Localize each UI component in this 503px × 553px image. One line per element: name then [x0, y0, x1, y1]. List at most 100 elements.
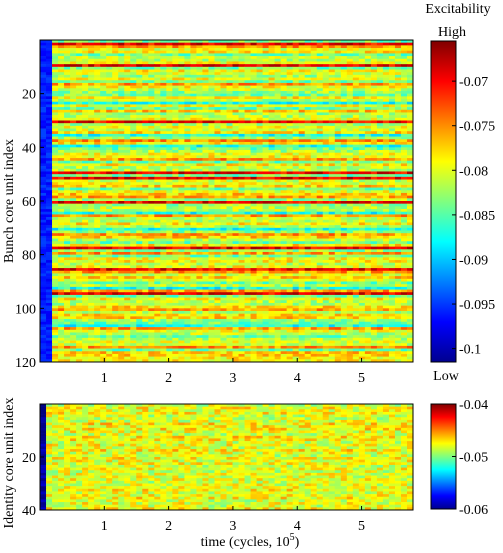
bunch-core-heatmap-cell	[232, 249, 239, 253]
bunch-core-heatmap-cell	[208, 230, 215, 234]
bunch-core-heatmap-cell	[88, 203, 95, 207]
bunch-core-heatmap-cell	[226, 182, 233, 186]
bunch-core-heatmap-cell	[70, 225, 77, 229]
bunch-core-heatmap-cell	[232, 203, 239, 207]
bunch-core-heatmap-cell	[364, 225, 372, 229]
bunch-core-heatmap-cell	[256, 190, 263, 194]
bunch-core-heatmap-cell	[232, 56, 239, 60]
bunch-core-heatmap-cell	[322, 45, 330, 49]
bunch-core-heatmap-cell	[274, 201, 282, 204]
bunch-core-heatmap-cell	[268, 93, 276, 97]
bunch-core-heatmap-cell	[376, 99, 384, 103]
bunch-core-heatmap-cell	[304, 88, 312, 92]
bunch-core-heatmap-cell	[220, 93, 227, 97]
bunch-core-heatmap-cell	[118, 90, 125, 94]
bunch-core-heatmap-cell	[226, 198, 233, 202]
bunch-core-heatmap-cell	[352, 136, 360, 140]
bunch-core-heatmap-cell	[400, 58, 408, 62]
bunch-core-heatmap-cell	[190, 123, 197, 127]
bunch-core-heatmap-cell	[292, 238, 300, 242]
bunch-core-heatmap-cell	[202, 115, 209, 119]
bunch-core-heatmap-cell	[178, 168, 185, 172]
bunch-core-heatmap-cell	[256, 176, 263, 180]
bunch-core-heatmap-cell	[340, 48, 348, 52]
bunch-core-heatmap-cell	[232, 112, 239, 116]
bunch-core-heatmap-cell	[214, 222, 221, 226]
bunch-core-heatmap-cell	[370, 251, 378, 255]
bunch-core-heatmap-cell	[340, 190, 348, 194]
bunch-core-heatmap-cell	[256, 230, 263, 234]
bunch-core-heatmap-cell	[58, 90, 65, 94]
bunch-core-heatmap-cell	[112, 107, 119, 111]
bunch-core-heatmap-cell	[268, 136, 276, 140]
bunch-core-heatmap-cell	[214, 45, 221, 49]
bunch-core-heatmap-cell	[316, 246, 324, 250]
bunch-core-heatmap-cell	[382, 227, 390, 231]
bunch-core-heatmap-cell	[40, 53, 47, 57]
bunch-core-heatmap-cell	[328, 147, 336, 151]
bunch-core-heatmap-cell	[46, 109, 53, 113]
bunch-core-heatmap-cell	[388, 233, 396, 237]
bunch-core-heatmap-cell	[214, 53, 221, 57]
bunch-core-heatmap-cell	[160, 192, 167, 196]
bunch-core-heatmap-cell	[250, 82, 257, 86]
bunch-core-heatmap-cell	[76, 163, 83, 167]
bunch-core-heatmap-cell	[358, 64, 366, 68]
bunch-core-heatmap-cell	[328, 187, 336, 191]
bunch-core-heatmap-cell	[202, 74, 209, 78]
bunch-core-heatmap-cell	[400, 246, 408, 250]
bunch-core-heatmap-cell	[256, 56, 263, 60]
bunch-core-heatmap-cell	[322, 115, 330, 119]
bunch-core-heatmap-cell	[250, 74, 257, 78]
bunch-core-heatmap-cell	[70, 72, 77, 76]
bunch-core-heatmap-cell	[388, 160, 396, 164]
bunch-core-heatmap-cell	[256, 235, 263, 239]
bunch-core-heatmap-cell	[268, 72, 276, 76]
bunch-core-heatmap-cell	[346, 209, 354, 213]
bunch-core-heatmap-cell	[220, 120, 227, 124]
bunch-core-heatmap-cell	[184, 90, 191, 94]
bunch-core-heatmap-cell	[160, 203, 167, 207]
bunch-core-heatmap-cell	[178, 66, 185, 70]
bunch-core-heatmap-cell	[40, 50, 47, 54]
bunch-core-heatmap-cell	[346, 139, 354, 143]
bunch-core-heatmap-cell	[148, 72, 155, 76]
bunch-core-heatmap-cell	[130, 174, 137, 178]
bunch-core-heatmap-cell	[190, 241, 197, 245]
bunch-core-heatmap-cell	[328, 163, 336, 167]
bunch-core-heatmap-cell	[196, 243, 203, 247]
bunch-core-heatmap-cell	[292, 117, 300, 121]
bunch-core-heatmap-cell	[202, 209, 209, 213]
bunch-core-heatmap-cell	[64, 120, 71, 124]
bunch-core-heatmap-cell	[268, 150, 276, 153]
bunch-core-heatmap-cell	[136, 249, 143, 253]
bunch-core-heatmap-cell	[232, 227, 239, 231]
bunch-core-heatmap-cell	[286, 227, 294, 231]
bunch-core-heatmap-cell	[238, 201, 245, 204]
bunch-core-heatmap-cell	[172, 155, 179, 159]
bunch-core-heatmap-cell	[172, 209, 179, 213]
bunch-core-heatmap-cell	[352, 139, 360, 143]
bunch-core-heatmap-cell	[328, 90, 336, 94]
bunch-core-heatmap-cell	[58, 209, 65, 213]
bunch-core-heatmap-cell	[280, 192, 288, 196]
bunch-core-heatmap-cell	[316, 141, 324, 145]
bunch-core-heatmap-cell	[100, 158, 107, 162]
bunch-core-heatmap-cell	[388, 61, 396, 65]
bunch-core-heatmap-cell	[124, 136, 131, 140]
bunch-core-heatmap-cell	[310, 93, 318, 97]
bunch-core-heatmap-cell	[184, 72, 191, 76]
bunch-core-heatmap-cell	[310, 50, 318, 54]
bunch-core-heatmap-cell	[76, 133, 83, 137]
bunch-core-heatmap-cell	[106, 241, 113, 245]
bunch-core-heatmap-cell	[256, 163, 263, 167]
bunch-core-heatmap-cell	[124, 115, 131, 119]
bunch-core-heatmap-cell	[40, 203, 47, 207]
bunch-core-heatmap-cell	[130, 254, 137, 258]
bunch-core-heatmap-cell	[52, 235, 59, 239]
bunch-core-heatmap-cell	[214, 72, 221, 76]
bunch-core-heatmap-cell	[112, 115, 119, 119]
bunch-core-heatmap-cell	[112, 222, 119, 226]
bunch-core-heatmap-cell	[46, 182, 53, 186]
bunch-core-heatmap-cell	[76, 249, 83, 253]
